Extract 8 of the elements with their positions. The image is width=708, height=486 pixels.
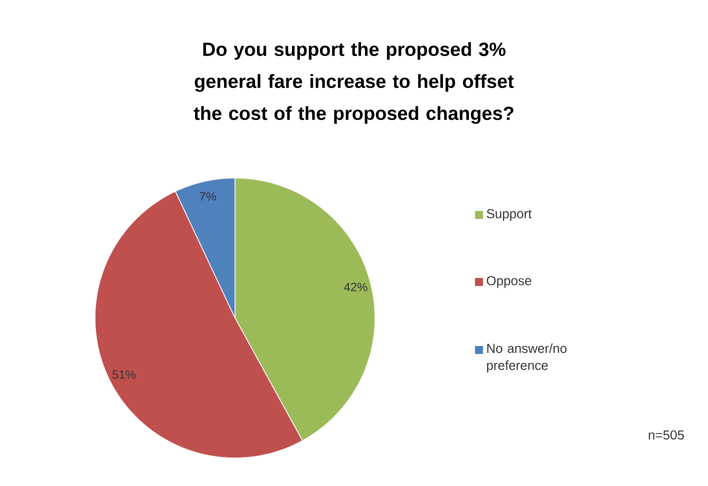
data-label: 7% [200, 192, 216, 201]
data-label: 42% [344, 282, 368, 292]
chart-title: Do you support the proposed 3% general fare increase to help offset the cost of the proposed changes? [194, 42, 514, 124]
text: n=505 [648, 430, 684, 440]
legend-label: Oppose [486, 276, 532, 288]
legend-label: No answer/no preference [487, 343, 567, 373]
data-label: 51% [112, 370, 136, 379]
legend-label: Support [486, 209, 532, 221]
